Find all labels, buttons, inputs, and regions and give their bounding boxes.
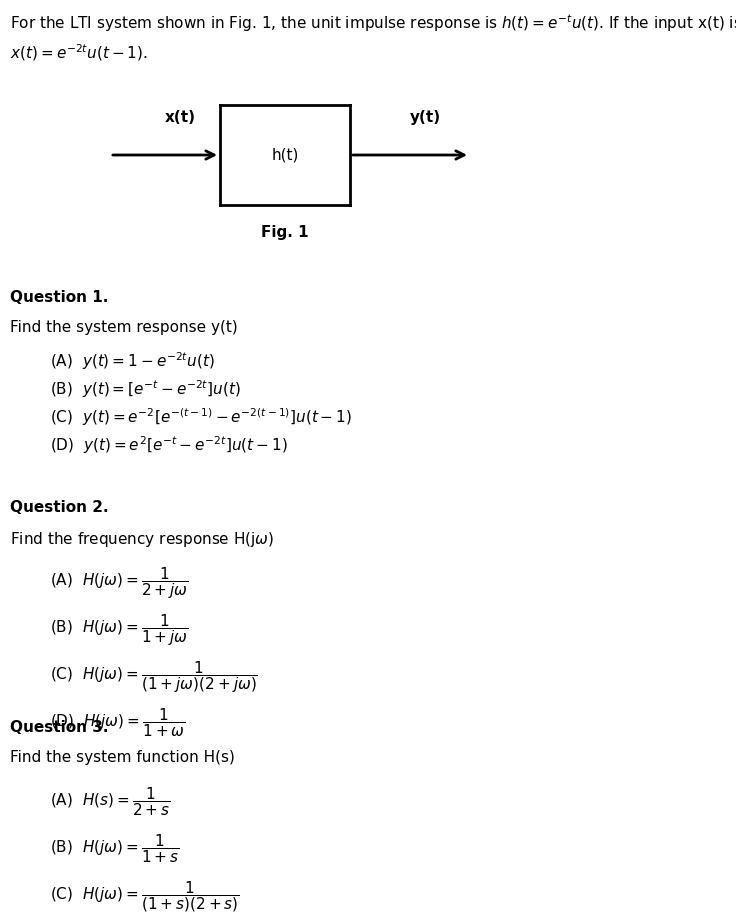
Text: Question 1.: Question 1. bbox=[10, 290, 108, 305]
Text: (B)  $y(t) = [e^{-t} - e^{-2t}]u(t)$: (B) $y(t) = [e^{-t} - e^{-2t}]u(t)$ bbox=[50, 378, 241, 400]
Text: x(t): x(t) bbox=[165, 110, 196, 125]
Text: Question 2.: Question 2. bbox=[10, 500, 109, 515]
Text: (A)  $H(s) = \dfrac{1}{2+s}$: (A) $H(s) = \dfrac{1}{2+s}$ bbox=[50, 785, 171, 818]
Text: (B)  $H(j\omega) = \dfrac{1}{1+j\omega}$: (B) $H(j\omega) = \dfrac{1}{1+j\omega}$ bbox=[50, 612, 188, 647]
Text: For the LTI system shown in Fig. 1, the unit impulse response is $h(t) = e^{-t}u: For the LTI system shown in Fig. 1, the … bbox=[10, 12, 736, 34]
Text: (A)  $y(t) = 1 - e^{-2t}u(t)$: (A) $y(t) = 1 - e^{-2t}u(t)$ bbox=[50, 350, 215, 371]
Text: (D)  $y(t) = e^{2}[e^{-t} - e^{-2t}]u(t-1)$: (D) $y(t) = e^{2}[e^{-t} - e^{-2t}]u(t-1… bbox=[50, 434, 288, 456]
Text: (B)  $H(j\omega) = \dfrac{1}{1+s}$: (B) $H(j\omega) = \dfrac{1}{1+s}$ bbox=[50, 832, 180, 865]
Text: Find the frequency response H(j$\omega$): Find the frequency response H(j$\omega$) bbox=[10, 530, 275, 549]
Text: (D)  $H(j\omega) = \dfrac{1}{1+\omega}$: (D) $H(j\omega) = \dfrac{1}{1+\omega}$ bbox=[50, 706, 185, 739]
Text: h(t): h(t) bbox=[272, 148, 299, 162]
Text: Find the system response y(t): Find the system response y(t) bbox=[10, 320, 238, 335]
Text: (C)  $H(j\omega) = \dfrac{1}{(1+j\omega)(2+j\omega)}$: (C) $H(j\omega) = \dfrac{1}{(1+j\omega)(… bbox=[50, 659, 258, 695]
Text: (C)  $H(j\omega) = \dfrac{1}{(1+s)(2+s)}$: (C) $H(j\omega) = \dfrac{1}{(1+s)(2+s)}$ bbox=[50, 879, 240, 913]
Text: (A)  $H(j\omega) = \dfrac{1}{2+j\omega}$: (A) $H(j\omega) = \dfrac{1}{2+j\omega}$ bbox=[50, 565, 188, 601]
Text: Find the system function H(s): Find the system function H(s) bbox=[10, 750, 235, 765]
Text: Question 3.: Question 3. bbox=[10, 720, 108, 735]
Text: y(t): y(t) bbox=[410, 110, 441, 125]
Text: (C)  $y(t) = e^{-2}[e^{-(t-1)} - e^{-2(t-1)}]u(t-1)$: (C) $y(t) = e^{-2}[e^{-(t-1)} - e^{-2(t-… bbox=[50, 406, 352, 427]
Text: Fig. 1: Fig. 1 bbox=[261, 225, 309, 240]
Text: $x(t) = e^{-2t}u(t-1)$.: $x(t) = e^{-2t}u(t-1)$. bbox=[10, 42, 148, 62]
